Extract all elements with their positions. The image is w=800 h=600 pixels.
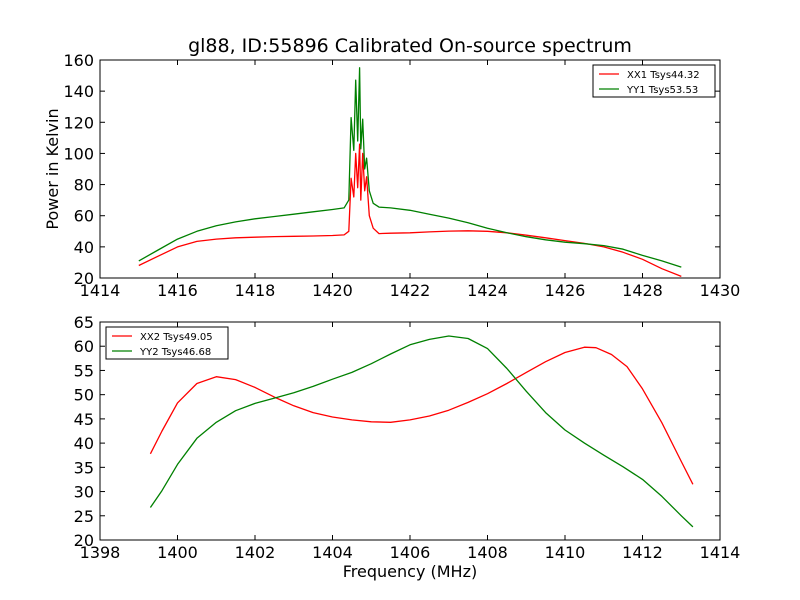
x-tick-label-top: 1424 — [467, 281, 508, 300]
legend-box-bottom — [105, 326, 229, 360]
x-tick-label-bottom: 1410 — [545, 543, 586, 562]
x-tick-label-top: 1418 — [235, 281, 276, 300]
chart-bottom-axes: 1398 1400 1402 1404 1406 1408 1410 1412 1414 20 25… — [74, 313, 741, 562]
legend-top: XX1 Tsys44.32 YY1 Tsys53.53 — [592, 64, 716, 98]
y-tick-label-top: 160 — [63, 51, 94, 70]
y-axis-label-top: Power in Kelvin — [43, 108, 62, 229]
legend-label-bottom-1: YY2 Tsys46.68 — [139, 347, 211, 358]
chart-title: gl88, ID:55896 Calibrated On-source spec… — [188, 35, 632, 57]
chart-top-axes: 1414 1416 1418 1420 1422 1424 1426 1428 1430 20 40… — [63, 51, 740, 300]
legend-bottom: XX2 Tsys49.05 YY2 Tsys46.68 — [105, 326, 229, 360]
y-tick-label-bottom: 30 — [74, 483, 94, 502]
y-tick-label-bottom: 35 — [74, 458, 94, 477]
series-line-bottom-0 — [149, 346, 694, 485]
x-tick-label-top: 1430 — [700, 281, 741, 300]
x-tick-label-bottom: 1412 — [622, 543, 663, 562]
x-tick-label-top: 1420 — [312, 281, 353, 300]
x-axis-label-bottom: Frequency (MHz) — [343, 562, 477, 581]
chart-bottom-series-layer — [149, 335, 694, 528]
legend-label-bottom-0: XX2 Tsys49.05 — [140, 332, 213, 343]
x-tick-label-top: 1422 — [390, 281, 431, 300]
y-tick-label-bottom: 60 — [74, 337, 94, 356]
x-tick-label-bottom: 1402 — [235, 543, 276, 562]
y-tick-label-bottom: 45 — [74, 410, 94, 429]
x-tick-label-top: 1414 — [80, 281, 121, 300]
legend-label-top-0: XX1 Tsys44.32 — [627, 70, 700, 81]
x-tick-label-bottom: 1404 — [312, 543, 353, 562]
x-tick-label-top: 1426 — [545, 281, 586, 300]
y-tick-label-top: 100 — [63, 144, 94, 163]
x-tick-label-bottom: 1398 — [80, 543, 121, 562]
y-tick-label-bottom: 20 — [74, 531, 94, 550]
chart-top: gl88, ID:55896 Calibrated On-source spec… — [43, 35, 740, 300]
x-tick-label-bottom: 1406 — [390, 543, 431, 562]
y-tick-label-bottom: 55 — [74, 361, 94, 380]
legend-box-top — [592, 64, 716, 98]
y-tick-label-top: 20 — [74, 269, 94, 288]
series-line-bottom-1 — [149, 335, 694, 528]
y-tick-label-top: 80 — [74, 176, 94, 195]
y-tick-label-top: 60 — [74, 207, 94, 226]
x-tick-label-top: 1416 — [157, 281, 198, 300]
chart-bottom: 1398 1400 1402 1404 1406 1408 1410 1412 1414 20 25… — [74, 313, 741, 581]
x-tick-label-top: 1428 — [622, 281, 663, 300]
y-tick-label-bottom: 65 — [74, 313, 94, 332]
y-tick-label-top: 140 — [63, 82, 94, 101]
x-tick-label-bottom: 1408 — [467, 543, 508, 562]
series-line-top-1 — [138, 67, 682, 268]
y-tick-label-top: 120 — [63, 113, 94, 132]
y-tick-label-bottom: 40 — [74, 434, 94, 453]
legend-label-top-1: YY1 Tsys53.53 — [626, 85, 698, 96]
series-line-top-0 — [138, 143, 682, 278]
x-tick-label-bottom: 1414 — [700, 543, 741, 562]
y-tick-label-bottom: 25 — [74, 507, 94, 526]
y-tick-label-bottom: 50 — [74, 386, 94, 405]
x-tick-label-bottom: 1400 — [157, 543, 198, 562]
y-tick-label-top: 40 — [74, 238, 94, 257]
chart-top-series-layer — [138, 67, 682, 278]
